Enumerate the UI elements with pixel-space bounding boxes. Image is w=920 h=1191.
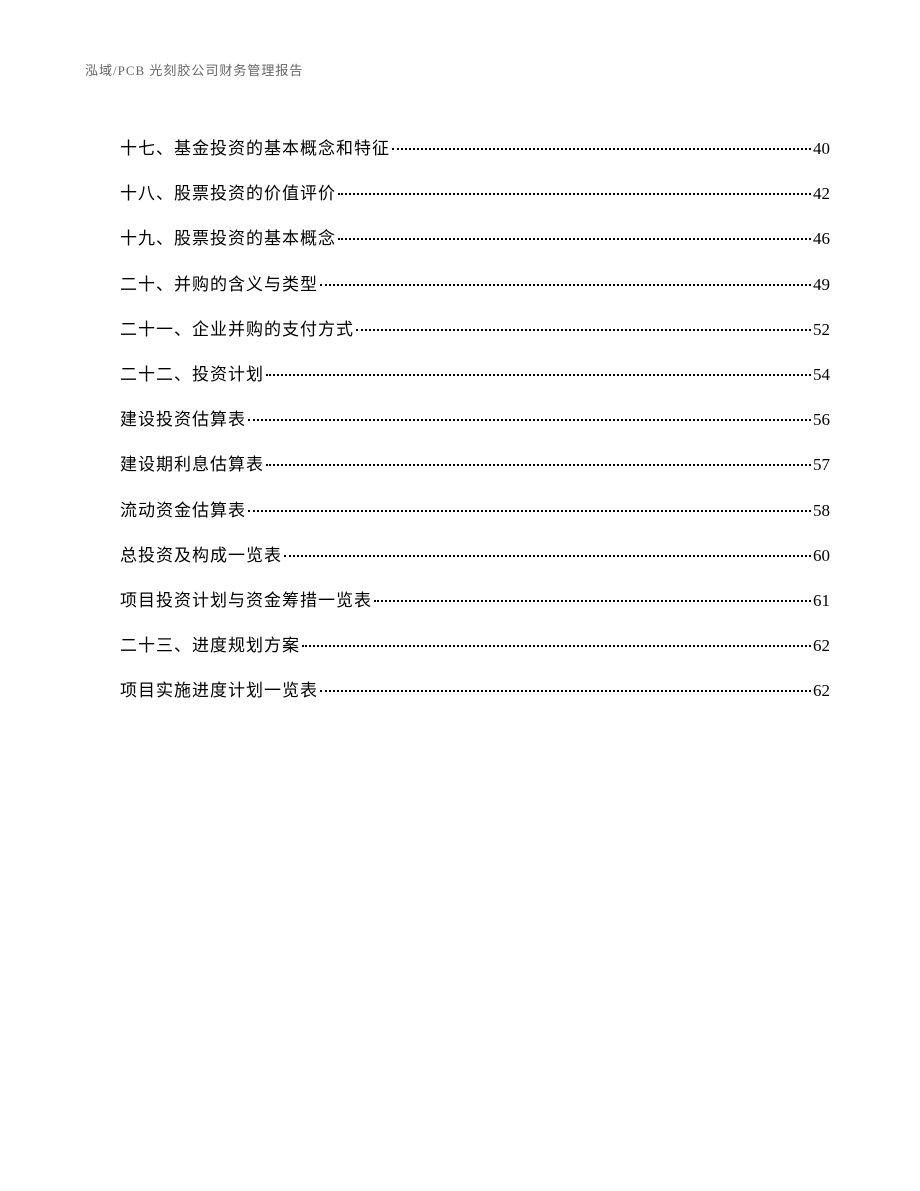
toc-title: 项目投资计划与资金筹措一览表 — [120, 587, 372, 614]
toc-leader — [284, 555, 811, 557]
toc-entry: 建设期利息估算表 57 — [120, 451, 830, 478]
toc-page: 57 — [813, 451, 830, 478]
toc-title: 建设期利息估算表 — [120, 451, 264, 478]
toc-leader — [320, 690, 811, 692]
toc-leader — [320, 284, 811, 286]
toc-leader — [302, 645, 811, 647]
toc-container: 十七、基金投资的基本概念和特征 40 十八、股票投资的价值评价 42 十九、股票… — [120, 135, 830, 722]
toc-entry: 建设投资估算表 56 — [120, 406, 830, 433]
page-header: 泓域/PCB 光刻胶公司财务管理报告 — [85, 60, 303, 79]
toc-entry: 二十二、投资计划 54 — [120, 361, 830, 388]
toc-title: 二十、并购的含义与类型 — [120, 271, 318, 298]
toc-title: 十七、基金投资的基本概念和特征 — [120, 135, 390, 162]
toc-page: 46 — [813, 225, 830, 252]
toc-title: 二十一、企业并购的支付方式 — [120, 316, 354, 343]
toc-entry: 十九、股票投资的基本概念 46 — [120, 225, 830, 252]
toc-title: 十九、股票投资的基本概念 — [120, 225, 336, 252]
toc-entry: 二十一、企业并购的支付方式 52 — [120, 316, 830, 343]
toc-page: 58 — [813, 497, 830, 524]
toc-leader — [338, 238, 811, 240]
toc-page: 54 — [813, 361, 830, 388]
toc-title: 流动资金估算表 — [120, 497, 246, 524]
toc-page: 62 — [813, 632, 830, 659]
toc-leader — [338, 193, 811, 195]
toc-leader — [356, 329, 811, 331]
toc-title: 总投资及构成一览表 — [120, 542, 282, 569]
toc-title: 十八、股票投资的价值评价 — [120, 180, 336, 207]
toc-page: 42 — [813, 180, 830, 207]
toc-page: 49 — [813, 271, 830, 298]
toc-leader — [266, 374, 811, 376]
toc-title: 二十三、进度规划方案 — [120, 632, 300, 659]
toc-entry: 二十、并购的含义与类型 49 — [120, 271, 830, 298]
toc-entry: 十七、基金投资的基本概念和特征 40 — [120, 135, 830, 162]
toc-page: 52 — [813, 316, 830, 343]
toc-entry: 流动资金估算表 58 — [120, 497, 830, 524]
toc-leader — [392, 148, 811, 150]
toc-entry: 十八、股票投资的价值评价 42 — [120, 180, 830, 207]
toc-title: 项目实施进度计划一览表 — [120, 677, 318, 704]
toc-page: 61 — [813, 587, 830, 614]
toc-title: 建设投资估算表 — [120, 406, 246, 433]
toc-page: 62 — [813, 677, 830, 704]
toc-page: 56 — [813, 406, 830, 433]
toc-title: 二十二、投资计划 — [120, 361, 264, 388]
toc-leader — [374, 600, 811, 602]
toc-entry: 项目实施进度计划一览表 62 — [120, 677, 830, 704]
toc-entry: 项目投资计划与资金筹措一览表 61 — [120, 587, 830, 614]
header-text: 泓域/PCB 光刻胶公司财务管理报告 — [85, 63, 303, 78]
toc-leader — [266, 464, 811, 466]
toc-page: 60 — [813, 542, 830, 569]
toc-page: 40 — [813, 135, 830, 162]
toc-leader — [248, 510, 811, 512]
toc-leader — [248, 419, 811, 421]
toc-entry: 总投资及构成一览表 60 — [120, 542, 830, 569]
toc-entry: 二十三、进度规划方案 62 — [120, 632, 830, 659]
